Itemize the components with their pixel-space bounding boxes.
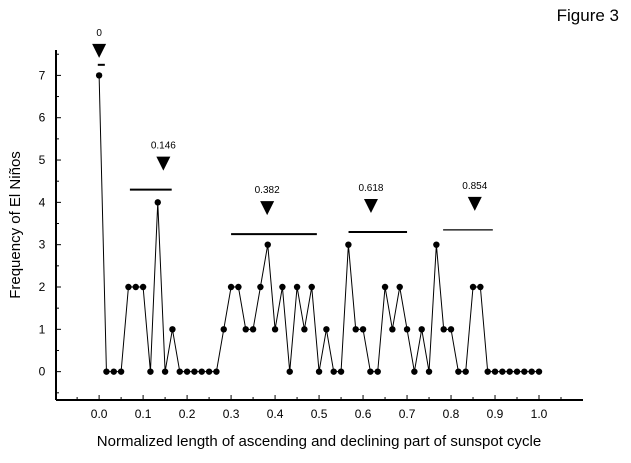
data-point — [491, 368, 499, 375]
y-axis-label: Frequency of El Niños — [7, 151, 24, 299]
data-point — [499, 368, 506, 375]
data-point — [389, 326, 396, 333]
data-point — [308, 283, 315, 291]
data-point — [521, 368, 528, 375]
x-tick-label: 0.8 — [443, 407, 460, 421]
data-point — [528, 368, 535, 375]
data-point — [506, 368, 513, 375]
data-point — [359, 326, 367, 333]
data-point — [235, 283, 242, 291]
data-point — [513, 368, 521, 375]
data-point — [286, 368, 293, 375]
x-tick-label: 0.1 — [135, 407, 152, 421]
data-point — [271, 326, 279, 333]
x-tick-label: 0.3 — [223, 407, 240, 421]
data-point — [147, 368, 154, 375]
x-tick-label: 1.0 — [531, 407, 548, 421]
data-point — [249, 326, 257, 333]
x-tick-label: 0.0 — [91, 407, 108, 421]
data-point — [352, 326, 359, 333]
data-point — [345, 241, 352, 248]
x-tick-label: 0.2 — [179, 407, 196, 421]
data-point — [132, 283, 139, 291]
y-tick-label: 5 — [39, 153, 46, 167]
data-point — [264, 241, 271, 248]
data-point — [403, 326, 411, 333]
data-point — [396, 283, 403, 291]
y-tick-label: 3 — [39, 238, 46, 252]
data-point — [535, 368, 543, 375]
x-tick-label: 0.6 — [355, 407, 372, 421]
x-tick-label: 0.5 — [311, 407, 328, 421]
data-point — [440, 326, 447, 333]
y-tick-label: 6 — [39, 111, 46, 125]
data-point — [257, 283, 264, 291]
marker-label: 0 — [96, 28, 102, 39]
marker-label: 0.618 — [358, 183, 383, 194]
data-point — [315, 368, 323, 375]
data-point — [447, 326, 455, 333]
data-point — [279, 283, 286, 291]
data-point — [205, 368, 213, 375]
data-point — [213, 368, 220, 375]
x-tick-label: 0.7 — [399, 407, 416, 421]
x-axis-label: Normalized length of ascending and decli… — [97, 433, 541, 450]
x-tick-label: 0.4 — [267, 407, 284, 421]
data-point — [176, 368, 183, 375]
data-point — [242, 326, 249, 333]
marker-triangle — [467, 196, 482, 211]
marker-triangle — [156, 156, 171, 171]
data-point — [455, 368, 462, 375]
data-point — [191, 368, 198, 375]
data-point — [469, 283, 477, 291]
data-point — [330, 368, 337, 375]
y-tick-label: 1 — [39, 322, 46, 336]
data-point — [161, 368, 169, 375]
y-tick-label: 0 — [39, 365, 46, 379]
marker-label: 0.382 — [255, 185, 280, 196]
marker-label: 0.146 — [151, 141, 176, 152]
x-tick-label: 0.9 — [487, 407, 504, 421]
y-tick-label: 2 — [39, 280, 46, 294]
data-point — [169, 326, 176, 333]
marker-label: 0.854 — [462, 181, 487, 192]
data-point — [381, 283, 389, 291]
data-point — [110, 368, 117, 375]
data-point — [418, 326, 425, 333]
data-point — [198, 368, 205, 375]
data-point — [183, 368, 191, 375]
data-point — [103, 368, 110, 375]
data-point — [301, 326, 308, 333]
data-point — [154, 199, 161, 206]
data-point — [95, 72, 103, 79]
data-point — [323, 326, 330, 333]
data-point — [425, 368, 433, 375]
data-point — [411, 368, 418, 375]
data-point — [293, 283, 301, 291]
data-point — [484, 368, 491, 375]
marker-triangle — [363, 198, 378, 213]
data-point — [117, 368, 125, 375]
data-point — [227, 283, 235, 291]
data-point — [433, 241, 440, 248]
data-point — [139, 283, 147, 291]
marker-triangle — [260, 201, 275, 216]
data-point — [220, 326, 227, 333]
y-tick-label: 7 — [39, 68, 46, 82]
figure-label: Figure 3 — [556, 6, 619, 25]
series-line — [98, 75, 540, 373]
data-point — [374, 368, 381, 375]
data-point — [337, 368, 345, 375]
y-tick-label: 4 — [39, 195, 46, 209]
marker-triangle — [92, 43, 107, 58]
data-point — [125, 283, 132, 291]
data-point — [367, 368, 374, 375]
data-point — [462, 368, 469, 375]
data-point — [477, 283, 484, 291]
